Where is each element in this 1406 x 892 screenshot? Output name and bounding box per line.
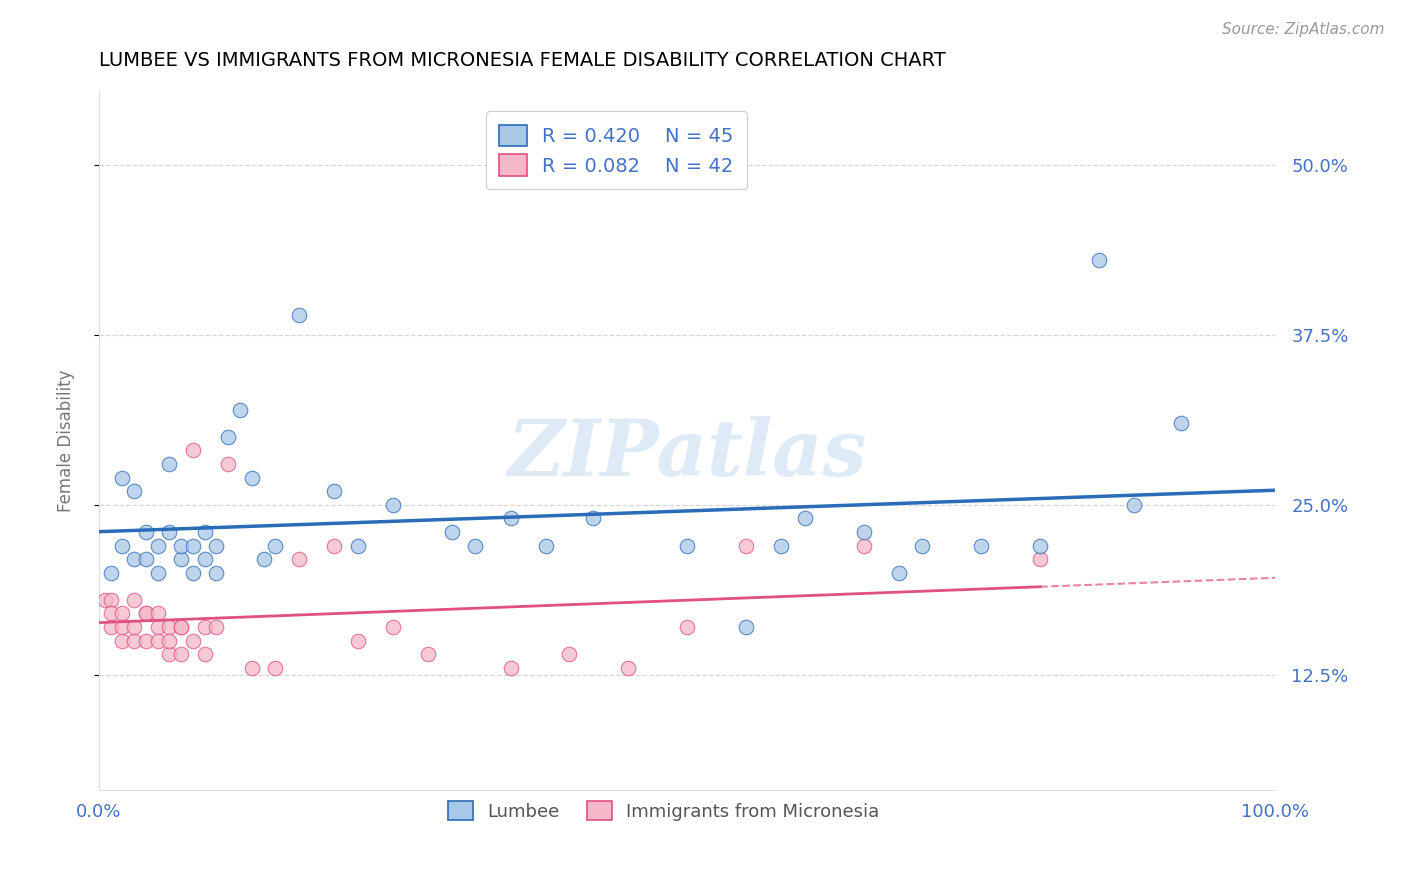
- Point: [676, 620, 699, 634]
- Point: [205, 566, 228, 580]
- Point: [1123, 498, 1146, 512]
- Point: [100, 566, 122, 580]
- Y-axis label: Female Disability: Female Disability: [58, 369, 75, 511]
- Text: ZIPatlas: ZIPatlas: [508, 416, 868, 492]
- Point: [100, 607, 122, 621]
- Point: [122, 592, 145, 607]
- Point: [170, 539, 193, 553]
- Point: [135, 633, 157, 648]
- Point: [346, 633, 368, 648]
- Point: [157, 633, 180, 648]
- Point: [181, 539, 204, 553]
- Point: [887, 566, 910, 580]
- Point: [146, 566, 169, 580]
- Point: [770, 539, 793, 553]
- Point: [381, 498, 404, 512]
- Point: [240, 661, 263, 675]
- Point: [181, 566, 204, 580]
- Point: [100, 592, 122, 607]
- Point: [240, 470, 263, 484]
- Point: [135, 607, 157, 621]
- Point: [499, 661, 522, 675]
- Point: [111, 620, 134, 634]
- Point: [122, 484, 145, 499]
- Point: [181, 633, 204, 648]
- Point: [93, 592, 115, 607]
- Point: [252, 552, 274, 566]
- Point: [170, 552, 193, 566]
- Point: [911, 539, 934, 553]
- Text: Source: ZipAtlas.com: Source: ZipAtlas.com: [1222, 22, 1385, 37]
- Point: [499, 511, 522, 525]
- Point: [264, 661, 287, 675]
- Point: [135, 552, 157, 566]
- Point: [122, 633, 145, 648]
- Point: [558, 647, 581, 661]
- Point: [135, 607, 157, 621]
- Point: [146, 607, 169, 621]
- Point: [617, 661, 640, 675]
- Point: [793, 511, 815, 525]
- Point: [170, 620, 193, 634]
- Point: [264, 539, 287, 553]
- Point: [146, 539, 169, 553]
- Point: [852, 539, 875, 553]
- Point: [323, 539, 346, 553]
- Point: [146, 633, 169, 648]
- Point: [146, 620, 169, 634]
- Point: [111, 633, 134, 648]
- Point: [676, 539, 699, 553]
- Point: [440, 524, 463, 539]
- Point: [100, 620, 122, 634]
- Point: [288, 552, 311, 566]
- Point: [464, 539, 486, 553]
- Point: [346, 539, 368, 553]
- Point: [217, 430, 239, 444]
- Point: [970, 539, 993, 553]
- Point: [852, 524, 875, 539]
- Point: [1029, 539, 1052, 553]
- Point: [735, 539, 758, 553]
- Point: [418, 647, 440, 661]
- Point: [194, 524, 217, 539]
- Point: [582, 511, 605, 525]
- Point: [157, 620, 180, 634]
- Point: [205, 539, 228, 553]
- Point: [229, 402, 252, 417]
- Legend: Lumbee, Immigrants from Micronesia: Lumbee, Immigrants from Micronesia: [434, 789, 893, 833]
- Point: [323, 484, 346, 499]
- Point: [194, 552, 217, 566]
- Point: [1170, 417, 1192, 431]
- Point: [170, 620, 193, 634]
- Point: [122, 552, 145, 566]
- Point: [288, 308, 311, 322]
- Text: LUMBEE VS IMMIGRANTS FROM MICRONESIA FEMALE DISABILITY CORRELATION CHART: LUMBEE VS IMMIGRANTS FROM MICRONESIA FEM…: [98, 51, 946, 70]
- Point: [1029, 552, 1052, 566]
- Point: [170, 647, 193, 661]
- Point: [157, 647, 180, 661]
- Point: [534, 539, 557, 553]
- Point: [181, 443, 204, 458]
- Point: [194, 647, 217, 661]
- Point: [157, 457, 180, 471]
- Point: [1088, 253, 1111, 268]
- Point: [381, 620, 404, 634]
- Point: [111, 607, 134, 621]
- Point: [205, 620, 228, 634]
- Point: [217, 457, 239, 471]
- Point: [157, 524, 180, 539]
- Point: [111, 539, 134, 553]
- Point: [135, 524, 157, 539]
- Point: [111, 470, 134, 484]
- Point: [122, 620, 145, 634]
- Point: [194, 620, 217, 634]
- Point: [735, 620, 758, 634]
